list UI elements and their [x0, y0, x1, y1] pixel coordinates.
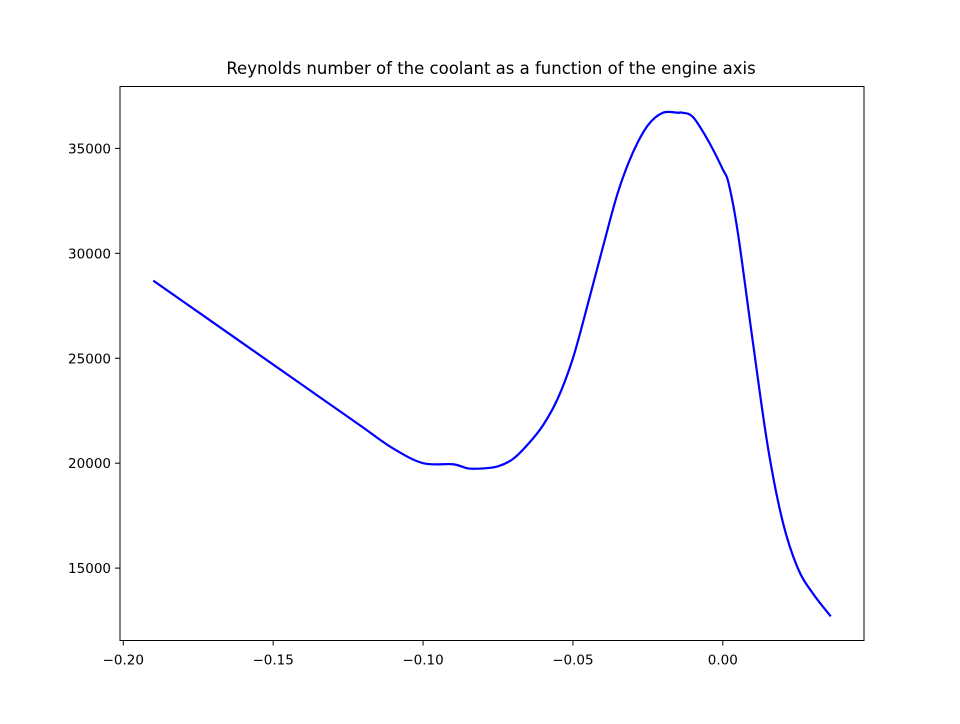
x-tick-label: −0.10: [402, 653, 443, 669]
y-tick-label: 15000: [68, 561, 111, 577]
chart-title: Reynolds number of the coolant as a func…: [226, 59, 755, 78]
x-axis: −0.20 −0.15 −0.10 −0.05 0.00: [103, 640, 738, 669]
y-tick-label: 35000: [68, 141, 111, 157]
y-tick-label: 20000: [68, 456, 111, 472]
x-tick-label: −0.20: [103, 653, 144, 669]
y-axis: 15000 20000 25000 30000 35000: [68, 141, 120, 577]
y-tick-label: 25000: [68, 351, 111, 367]
series-line-0: [152, 110, 832, 618]
x-tick-label: −0.05: [552, 653, 593, 669]
plot-area-frame: [119, 86, 865, 641]
series-layer: [152, 110, 832, 618]
y-tick-label: 30000: [68, 246, 111, 262]
x-tick-label: 0.00: [708, 653, 738, 669]
x-tick-label: −0.15: [252, 653, 293, 669]
